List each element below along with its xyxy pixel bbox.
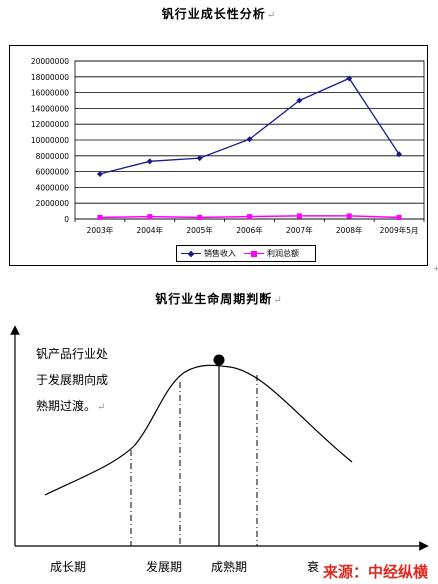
data-point-square <box>97 214 103 220</box>
lifecycle-description: 钒产品行业处 于发展期向成 熟期过渡。↵ <box>36 341 136 421</box>
source-credit: 来源：中经纵横 <box>321 561 429 582</box>
y-tick-label: 6000000 <box>36 168 70 177</box>
data-point-square <box>296 213 302 219</box>
x-tick-label: 2003年 <box>87 225 114 235</box>
anchor-mark: + <box>433 264 438 273</box>
data-point-diamond <box>146 158 153 165</box>
lifecycle-diagram <box>10 325 429 551</box>
legend-line-profit <box>244 250 264 258</box>
y-tick-label: 2000000 <box>36 199 70 208</box>
description-line: 于发展期向成 <box>36 373 109 387</box>
description-line: 熟期过渡。↵ <box>36 399 106 413</box>
data-point-diamond <box>96 170 103 177</box>
stage-label-decline: 衰 <box>307 560 320 574</box>
square-marker-icon <box>251 250 257 257</box>
y-tick-label: 0 <box>64 215 69 224</box>
data-point-diamond <box>296 97 303 104</box>
data-point-square <box>247 214 252 220</box>
legend-item-profit: 利润总额 <box>244 248 299 259</box>
data-point-square <box>197 214 203 220</box>
chart-legend: 销售收入 利润总额 <box>176 245 316 262</box>
legend-label-profit: 利润总额 <box>267 249 299 258</box>
current-position-dot <box>213 354 225 366</box>
y-tick-label: 10000000 <box>31 136 69 145</box>
chart-title: 钒行业成长性分析↵ <box>161 7 277 21</box>
legend-label-sales: 销售收入 <box>204 249 236 258</box>
data-point-diamond <box>396 151 403 158</box>
growth-line-chart: 0 2000000 4000000 6000000 8000000 10000000 120… <box>31 57 425 235</box>
y-tick-label: 20000000 <box>31 57 69 66</box>
x-tick-label: 2005年 <box>186 225 213 235</box>
x-tick-label: 2008年 <box>336 225 363 235</box>
x-tick-label: 2004年 <box>136 225 163 235</box>
y-tick-label: 4000000 <box>36 183 70 192</box>
diamond-marker-icon <box>187 250 195 257</box>
data-point-diamond <box>246 136 253 143</box>
legend-item-sales: 销售收入 <box>181 248 236 259</box>
y-tick-label: 14000000 <box>31 104 69 113</box>
data-point-diamond <box>346 75 353 82</box>
lifecycle-curve <box>44 364 353 496</box>
data-point-diamond <box>196 155 203 162</box>
stage-label-development: 发展期 <box>146 560 183 574</box>
x-tick-label: 2007年 <box>286 225 313 235</box>
stage-label-mature: 成熟期 <box>211 560 248 574</box>
legend-line-sales <box>181 250 201 258</box>
paragraph-mark: ↵ <box>97 402 106 413</box>
x-tick-label: 2006年 <box>236 225 263 235</box>
paragraph-mark: ↵ <box>273 295 283 306</box>
data-point-square <box>396 214 402 220</box>
y-tick-label: 16000000 <box>31 89 69 98</box>
description-line: 钒产品行业处 <box>36 347 109 361</box>
stage-label-growth: 成长期 <box>50 560 87 574</box>
data-point-square <box>147 214 153 220</box>
lifecycle-title: 钒行业生命周期判断↵ <box>155 292 283 306</box>
y-tick-label: 8000000 <box>36 152 70 161</box>
y-tick-label: 12000000 <box>31 120 69 129</box>
x-tick-label: 2009年5月 <box>380 225 419 235</box>
paragraph-mark: ↵ <box>266 10 277 21</box>
y-tick-label: 18000000 <box>31 73 69 82</box>
data-point-square <box>346 213 352 219</box>
